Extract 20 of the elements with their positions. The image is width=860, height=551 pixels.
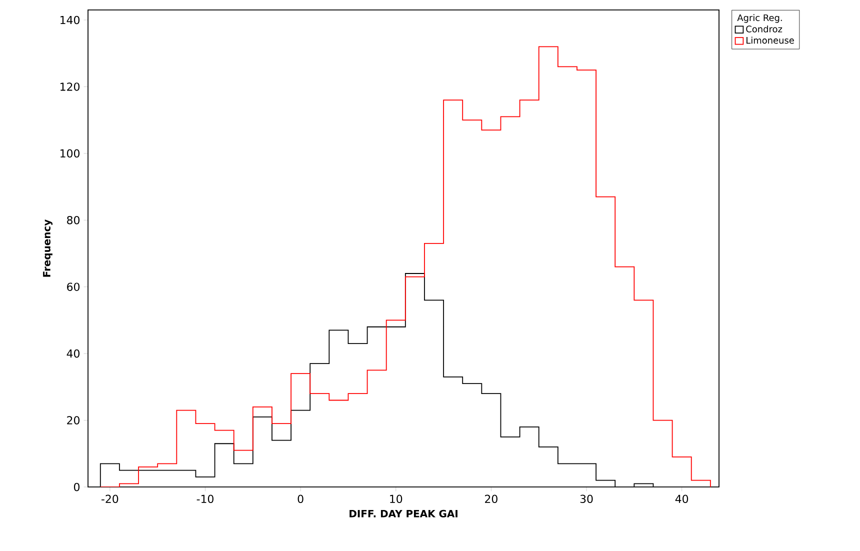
y-tick-label: 40 — [66, 349, 80, 358]
y-axis-title: Frequency — [43, 220, 52, 277]
y-tick-label: 140 — [60, 16, 80, 24]
y-tick-label: 60 — [67, 282, 80, 291]
y-tick-label: 0 — [74, 482, 80, 492]
x-tick-label: 40 — [675, 494, 688, 504]
y-tick-label: 80 — [67, 216, 80, 224]
legend-label: Limoneuse — [746, 36, 794, 44]
y-tick-label: 100 — [60, 149, 80, 158]
x-tick-label: -20 — [102, 494, 118, 504]
x-tick-label: 0 — [298, 494, 304, 504]
y-tick-label: 20 — [67, 416, 80, 424]
x-tick-label: -10 — [196, 494, 214, 504]
legend-label: Condroz — [746, 25, 782, 32]
x-axis-title: DIFF. DAY PEAK GAI — [350, 510, 458, 518]
x-tick-label: 20 — [485, 494, 498, 504]
legend-title: Agric Reg. — [737, 14, 782, 23]
x-tick-label: 30 — [580, 494, 593, 504]
y-tick-label: 120 — [60, 82, 80, 91]
x-tick-label: 10 — [390, 494, 402, 504]
